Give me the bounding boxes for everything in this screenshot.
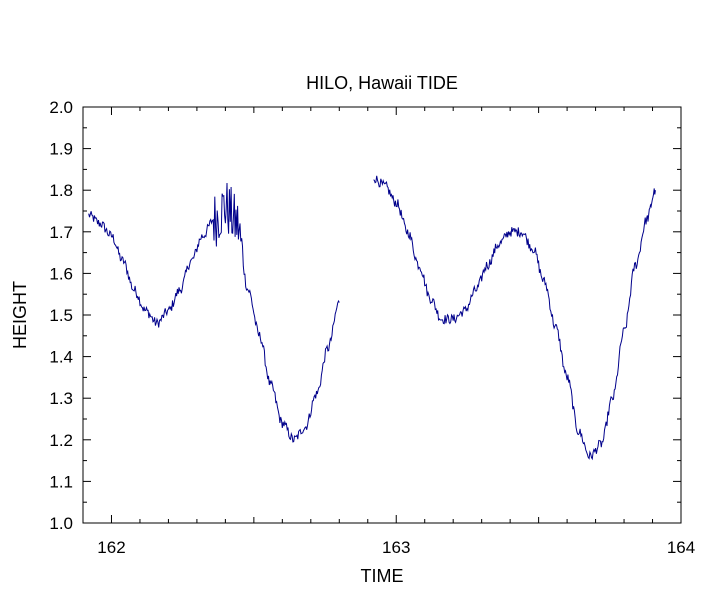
y-tick-label: 1.3 (49, 389, 73, 408)
y-tick-label: 1.8 (49, 181, 73, 200)
series-layer (88, 175, 656, 461)
y-axis-label: HEIGHT (10, 281, 30, 349)
y-tick-label: 1.0 (49, 514, 73, 533)
chart-title: HILO, Hawaii TIDE (306, 73, 458, 93)
x-tick-label: 164 (667, 538, 695, 557)
y-tick-label: 1.4 (49, 348, 73, 367)
tide-series-line-2 (373, 175, 656, 461)
x-axis-label: TIME (361, 566, 404, 586)
x-axis: 162 163 164 (82, 107, 695, 557)
x-tick-label: 163 (382, 538, 410, 557)
y-tick-label: 2.0 (49, 98, 73, 117)
y-tick-label: 1.5 (49, 306, 73, 325)
y-tick-label: 1.7 (49, 223, 73, 242)
y-axis: 1.0 1.1 1.2 1.3 1.4 1.5 1.6 1.7 1.8 1.9 2.0 (49, 98, 681, 533)
x-tick-label: 162 (97, 538, 125, 557)
y-tick-label: 1.1 (49, 472, 73, 491)
plot-frame (82, 106, 682, 524)
tide-series-line-1 (88, 182, 340, 443)
y-tick-label: 1.2 (49, 431, 73, 450)
y-tick-label: 1.6 (49, 264, 73, 283)
y-tick-label: 1.9 (49, 140, 73, 159)
